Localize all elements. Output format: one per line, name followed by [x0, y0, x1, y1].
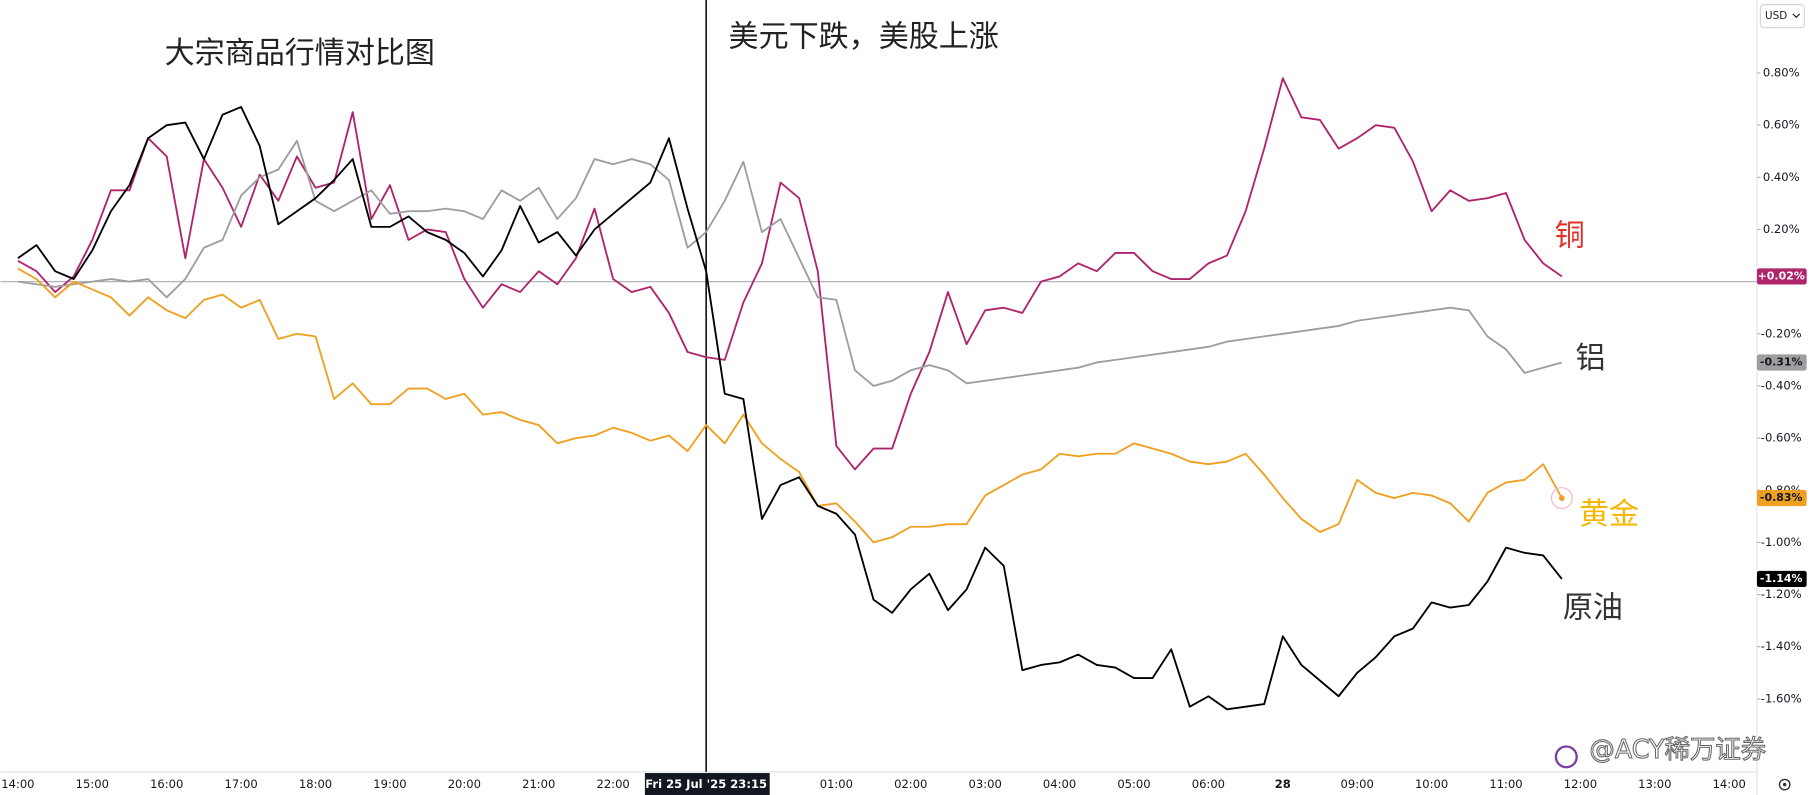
last-value-label: +0.02% [1758, 269, 1805, 282]
x-tick-label: 13:00 [1638, 777, 1671, 791]
series-line [17, 77, 1563, 471]
end-marker-halo [1550, 487, 1573, 510]
watermark: @ACY稀万证券 [1589, 734, 1766, 764]
series-line [17, 139, 1563, 387]
series-label: 铜 [1555, 218, 1585, 253]
y-tick-label: 0.60% [1763, 118, 1800, 132]
x-tick-label: 15:00 [76, 777, 109, 791]
x-tick-label: 20:00 [448, 777, 481, 791]
x-tick-label: 12:00 [1564, 777, 1597, 791]
y-tick-label: -1.20% [1761, 587, 1802, 601]
x-tick-label: 01:00 [820, 777, 853, 791]
crosshair-time-box [644, 773, 770, 795]
x-tick-label: 02:00 [894, 777, 927, 791]
series-label: 铝 [1576, 341, 1606, 376]
last-value-tag [1756, 570, 1807, 588]
settings-icon-center[interactable] [1782, 782, 1787, 787]
x-tick-label: 22:00 [597, 777, 630, 791]
y-tick-label: -0.60% [1761, 431, 1802, 445]
x-tick-label: 05:00 [1117, 777, 1150, 791]
last-value-label: -0.83% [1760, 491, 1803, 504]
x-tick-label: 11:00 [1489, 777, 1522, 791]
currency-label[interactable]: USD [1765, 10, 1787, 22]
x-tick-label: 16:00 [150, 777, 183, 791]
last-value-label: -0.31% [1760, 355, 1803, 368]
currency-box[interactable] [1759, 4, 1805, 29]
y-tick-label: -0.40% [1761, 378, 1802, 392]
x-tick-label: 14:00 [1, 777, 34, 791]
y-tick-label: -1.60% [1761, 691, 1802, 705]
settings-button[interactable] [1778, 778, 1791, 791]
x-tick-label: 19:00 [373, 777, 406, 791]
crosshair-time-label: Fri 25 Jul '25 23:15 [645, 777, 767, 791]
y-tick-label: -1.40% [1761, 639, 1802, 653]
x-tick-label: 18:00 [299, 777, 332, 791]
last-value-tag [1756, 268, 1807, 285]
x-tick-label: 09:00 [1341, 777, 1374, 791]
last-value-tag [1756, 489, 1807, 507]
x-tick-label: 10:00 [1415, 777, 1448, 791]
annotation: 美元下跌，美股上涨 [729, 20, 999, 55]
series-line [17, 105, 1563, 711]
y-tick-label: 0.40% [1763, 170, 1800, 184]
y-tick-label: 0.20% [1763, 222, 1800, 236]
last-value-label: -1.14% [1760, 572, 1803, 585]
chart-title: 大宗商品行情对比图 [165, 36, 435, 71]
y-tick-label: 0.80% [1763, 66, 1800, 80]
currency-button[interactable]: USD [1759, 4, 1805, 29]
settings-icon[interactable] [1778, 778, 1791, 791]
end-marker [1558, 495, 1565, 501]
x-tick-label: 14:00 [1713, 777, 1746, 791]
last-value-tag [1756, 354, 1807, 371]
currency-chevron[interactable] [1792, 13, 1801, 19]
x-tick-label: 21:00 [522, 777, 555, 791]
x-tick-label: 17:00 [224, 777, 257, 791]
x-tick-label: 04:00 [1043, 777, 1076, 791]
series-line [17, 267, 1563, 544]
watermark-icon [1554, 745, 1578, 769]
x-tick-label: 03:00 [969, 777, 1002, 791]
y-tick-label: -1.00% [1761, 535, 1802, 549]
x-tick-label: 06:00 [1192, 777, 1225, 791]
series-label: 黄金 [1579, 497, 1639, 532]
y-tick-label: -0.20% [1761, 326, 1802, 340]
series-label: 原油 [1563, 590, 1623, 625]
x-tick-label: 28 [1275, 777, 1291, 791]
